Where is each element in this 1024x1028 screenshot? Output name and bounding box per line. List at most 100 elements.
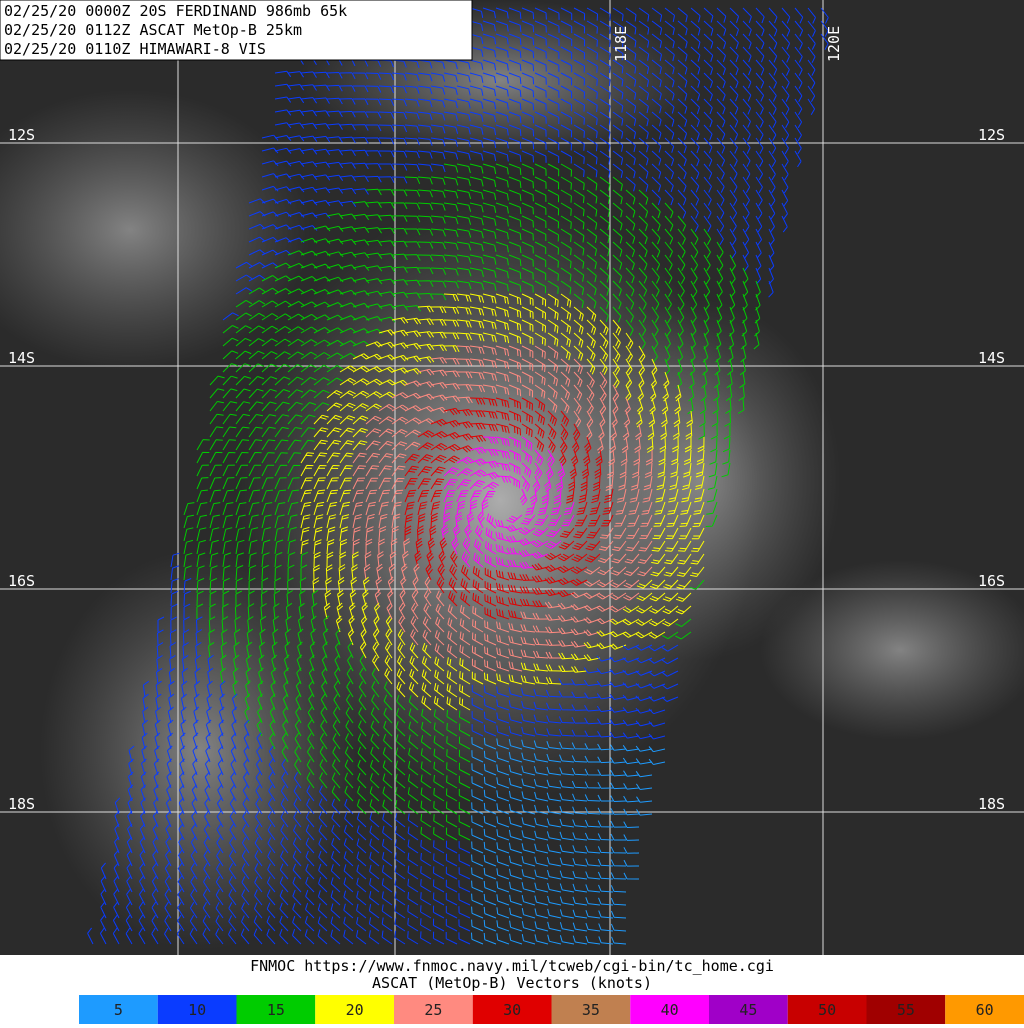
wind-barb [241,849,250,867]
wind-barb [282,693,289,711]
wind-barb [164,888,172,906]
wind-barb [391,189,408,197]
wind-barb [274,489,287,503]
wind-barb [194,654,202,672]
wind-barb [703,228,712,246]
wind-barb [360,615,368,633]
wind-barb [495,7,509,19]
wind-barb [483,841,497,854]
wind-barb [248,363,265,373]
wind-barb [326,123,343,130]
wind-barb [404,478,418,490]
wind-barb [651,72,662,88]
wind-barb [407,787,419,802]
wind-barb [625,150,636,166]
wind-barb [794,46,803,63]
wind-barb [369,891,380,906]
wind-barb [394,917,406,932]
wind-barb [495,72,509,84]
wind-barb [586,176,598,191]
wind-barb [586,332,596,349]
wind-barb [430,202,446,211]
wind-barb [612,371,620,389]
wind-barb [391,291,409,299]
wind-barb [729,280,736,298]
wind-barb [274,211,292,218]
wind-barb [279,928,289,945]
wind-barb [521,869,536,880]
wind-barb [462,537,471,555]
wind-barb [242,784,250,802]
wind-barb [573,280,585,295]
wind-barb [690,228,699,245]
wind-barb [287,364,304,373]
wind-barb [638,46,650,61]
wind-barb [544,552,562,561]
wind-barb [235,539,245,555]
wind-barb [383,733,393,750]
wind-barb [365,214,382,221]
wind-barb [459,605,471,620]
wind-barb [305,824,315,841]
wind-barb [417,331,435,338]
wind-barb [443,443,461,452]
wind-barb [644,462,653,479]
wind-barb [430,280,447,288]
wind-barb [559,741,575,750]
wind-barb [496,907,510,919]
wind-barb [583,679,601,687]
wind-barb [300,477,313,490]
wind-barb [456,490,469,503]
wind-barb [433,774,445,789]
wind-barb [781,111,790,129]
wind-barb [665,527,679,540]
wind-barb [472,606,484,620]
wind-barb [430,241,446,250]
wind-barb [183,514,194,529]
wind-barb [445,866,458,880]
wind-barb [729,267,736,285]
wind-barb [352,440,368,451]
wind-barb [417,442,434,451]
wind-barb [420,813,432,828]
wind-barb [280,811,289,828]
wind-barb [356,825,367,841]
wind-barb [438,550,446,568]
wind-barb [456,468,473,477]
wind-barb [664,540,679,552]
wind-barb [586,189,598,204]
wind-barb [521,921,536,932]
wind-barb [313,501,325,516]
wind-barb [369,786,380,802]
wind-barb [560,319,572,334]
wind-barb [664,124,675,140]
wind-barb [622,757,640,765]
wind-barb [433,748,445,763]
wind-barb [645,449,653,466]
legend-swatch [236,995,316,1024]
wind-barb [742,33,752,50]
wind-barb [599,189,611,204]
wind-barb [547,176,560,190]
wind-barb [425,563,433,581]
wind-barb [598,540,614,551]
wind-barb [405,228,421,236]
wind-barb [729,111,739,128]
wind-barb [475,525,484,542]
wind-barb [482,332,497,343]
wind-barb [584,436,592,454]
wind-barb [407,865,419,880]
wind-barb [560,306,572,321]
wind-barb [300,110,318,117]
wind-barb [521,189,534,202]
wind-barb [596,668,614,675]
wind-barb [496,621,510,633]
wind-barb [547,410,557,426]
wind-barb [339,213,357,220]
wind-barb [635,618,653,626]
wind-barb [430,357,448,364]
wind-barb [573,7,586,21]
wind-barb [547,137,560,151]
wind-barb [151,875,159,893]
wind-barb [597,807,614,815]
